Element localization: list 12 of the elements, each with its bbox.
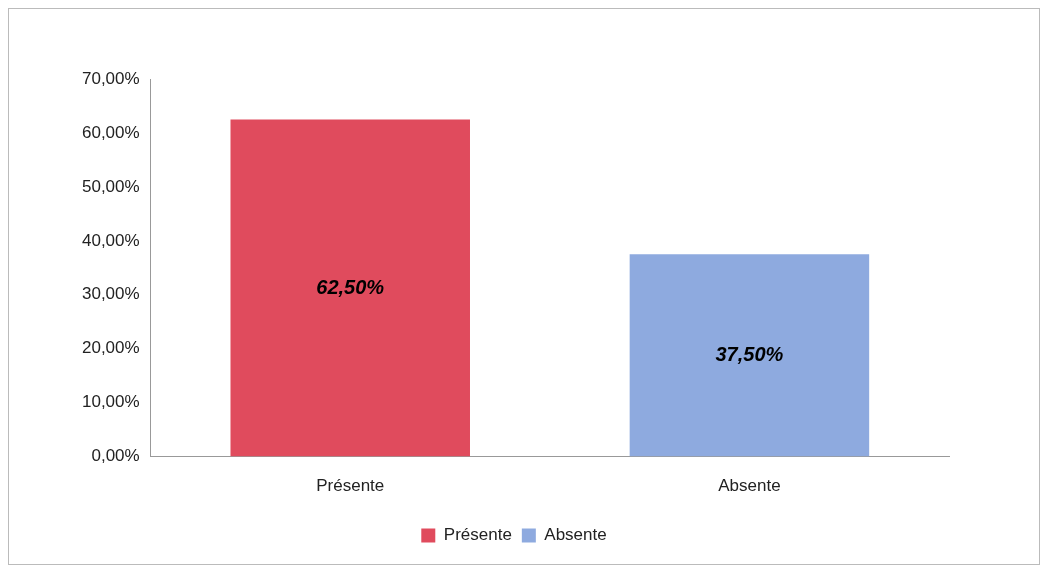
data-label: 37,50%: [715, 342, 784, 365]
legend-label: Absente: [544, 525, 607, 545]
y-tick-label: 20,00%: [81, 338, 140, 358]
y-tick-label: 0,00%: [91, 446, 140, 466]
y-tick-label: 40,00%: [81, 230, 140, 250]
data-label: 62,50%: [316, 275, 385, 298]
y-tick-label: 10,00%: [81, 392, 140, 412]
y-tick-label: 50,00%: [81, 176, 140, 196]
y-tick-label: 60,00%: [81, 122, 140, 142]
y-tick-label: 70,00%: [81, 68, 140, 88]
y-tick-label: 30,00%: [81, 284, 140, 304]
legend-label: Présente: [443, 525, 512, 545]
